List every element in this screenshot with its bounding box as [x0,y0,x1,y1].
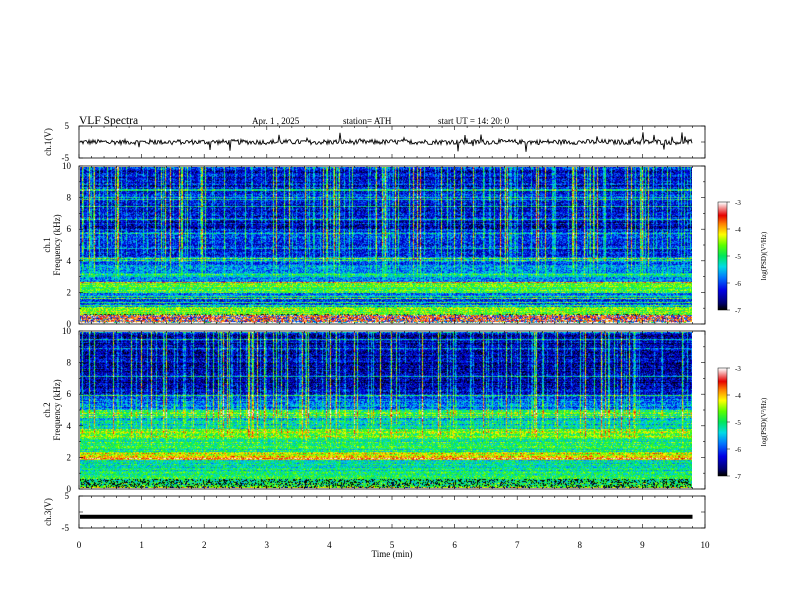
xaxis-tick-label-6: 6 [452,540,457,550]
xaxis-tick-label-3: 3 [265,540,270,550]
ch1-colorbar [718,202,727,310]
date-label: Apr. 1 , 2025 [252,116,300,126]
ch1-spectrogram-colorbar-tick--3: -3 [735,199,741,207]
xaxis-tick-label-1: 1 [139,540,144,550]
xaxis-tick-label-8: 8 [578,540,583,550]
ch3-waveform-panel: 5 -5 ch.3(V) [43,491,706,533]
xaxis-tick-label-4: 4 [327,540,332,550]
xaxis-tick-label-10: 10 [701,540,711,550]
ch2-spectrogram-ytick-6: 6 [67,389,72,399]
station-label: station= ATH [343,116,392,126]
ch2-spectrogram-colorbar-tick--7: -7 [735,473,741,481]
xaxis-tick-label-7: 7 [515,540,520,550]
ch1-wave-ylabel: ch.1(V) [43,128,53,156]
ch2-colorbar-label: log(PSD)(V²/Hz) [760,397,768,446]
ch3-wave-ytick-top: 5 [65,491,70,501]
ch1-wave-ytick-top: 5 [65,121,70,131]
ch2-spectrogram-ytick-8: 8 [67,358,72,368]
xaxis-tick-label-2: 2 [202,540,207,550]
ch1-spectrogram-ytick-4: 4 [67,256,72,266]
xaxis-label: Time (min) [372,549,413,559]
ch1-spectrogram-colorbar-tick--6: -6 [735,280,741,288]
ch1-spectrogram-colorbar-tick--4: -4 [735,226,741,234]
ch2-spectrogram-ytick-2: 2 [67,452,72,462]
ch2-spectrogram-ytick-4: 4 [67,421,72,431]
ch1-spectrogram-image [80,167,692,323]
ch1-spectrogram-ytick-6: 6 [67,224,72,234]
ch1-spectrogram-ytick-8: 8 [67,193,72,203]
xaxis-tick-label-9: 9 [640,540,645,550]
ch1-spectrogram-ytick-10: 10 [62,161,72,171]
ch2-colorbar [718,368,727,476]
ch1-colorbar-label: log(PSD)(V²/Hz) [760,231,768,280]
ch1-wave-ytick-bottom: -5 [62,153,70,163]
xaxis-tick-label-5: 5 [390,540,395,550]
ch2-spec-channel-label: ch.2 [42,402,52,417]
time-axis: 0 1 2 3 4 5 6 7 8 9 10 [77,126,710,550]
ch1-waveform-panel: 5 -5 ch.1(V) [43,121,706,163]
ch2-spectrogram-colorbar-tick--4: -4 [735,392,741,400]
ch1-spectrogram-ytick-0: 0 [67,319,72,329]
ch1-spectrogram-ytick-2: 2 [67,287,72,297]
ch2-spectrogram-colorbar-tick--6: -6 [735,446,741,454]
ch3-wave-ylabel: ch.3(V) [43,498,53,526]
start-time-label: start UT = 14: 20: 0 [438,116,510,126]
ch1-spectrogram-colorbar-tick--5: -5 [735,253,741,261]
ch2-spec-ylabel: Frequency (kHz) [52,379,62,440]
figure-title: VLF Spectra [79,115,138,127]
ch2-spectrogram-colorbar-tick--3: -3 [735,365,741,373]
ch1-spec-ylabel: Frequency (kHz) [52,214,62,275]
ch3-waveform-frame [78,495,706,529]
ch1-spec-channel-label: ch.1 [42,237,52,252]
ch1-waveform-line [79,132,693,152]
ch2-spectrogram-ytick-0: 0 [67,484,72,494]
ch2-spectrogram-colorbar-tick--5: -5 [735,419,741,427]
ch2-spectrogram-ytick-10: 10 [62,326,72,336]
ch2-spectrogram-image [80,332,692,488]
ch3-wave-ytick-bottom: -5 [62,523,70,533]
ch1-spectrogram-colorbar-tick--7: -7 [735,307,741,315]
xaxis-tick-label-0: 0 [77,540,82,550]
